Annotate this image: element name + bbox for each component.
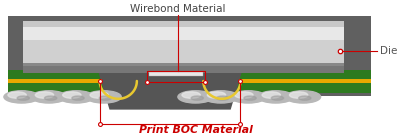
Bar: [24, 66, 344, 73]
Bar: [24, 21, 344, 27]
Circle shape: [290, 92, 308, 98]
Circle shape: [271, 96, 284, 100]
Circle shape: [31, 91, 66, 103]
Circle shape: [99, 96, 112, 100]
Circle shape: [8, 92, 26, 98]
Circle shape: [235, 92, 253, 98]
Circle shape: [191, 96, 204, 100]
Text: Print BOC Material: Print BOC Material: [138, 125, 252, 135]
Bar: [24, 35, 344, 63]
Circle shape: [90, 92, 108, 98]
Circle shape: [63, 92, 81, 98]
Circle shape: [231, 91, 266, 103]
Text: Wirebond Material: Wirebond Material: [130, 4, 226, 14]
Bar: [8, 70, 372, 93]
Circle shape: [216, 96, 229, 100]
Circle shape: [86, 91, 121, 103]
Circle shape: [258, 91, 293, 103]
Circle shape: [203, 91, 238, 103]
Bar: [24, 24, 344, 40]
Circle shape: [35, 92, 54, 98]
Circle shape: [182, 92, 200, 98]
Polygon shape: [98, 70, 242, 110]
Bar: [148, 72, 203, 76]
Circle shape: [299, 96, 311, 100]
Circle shape: [17, 96, 30, 100]
Circle shape: [207, 92, 226, 98]
Bar: [24, 21, 344, 73]
Bar: [8, 79, 102, 83]
Bar: [8, 16, 372, 96]
Circle shape: [4, 91, 39, 103]
Circle shape: [178, 91, 213, 103]
Circle shape: [262, 92, 280, 98]
Circle shape: [72, 96, 84, 100]
Circle shape: [59, 91, 94, 103]
Text: Die: Die: [380, 46, 398, 56]
Bar: [238, 79, 372, 83]
Circle shape: [244, 96, 256, 100]
Circle shape: [44, 96, 57, 100]
Circle shape: [286, 91, 321, 103]
